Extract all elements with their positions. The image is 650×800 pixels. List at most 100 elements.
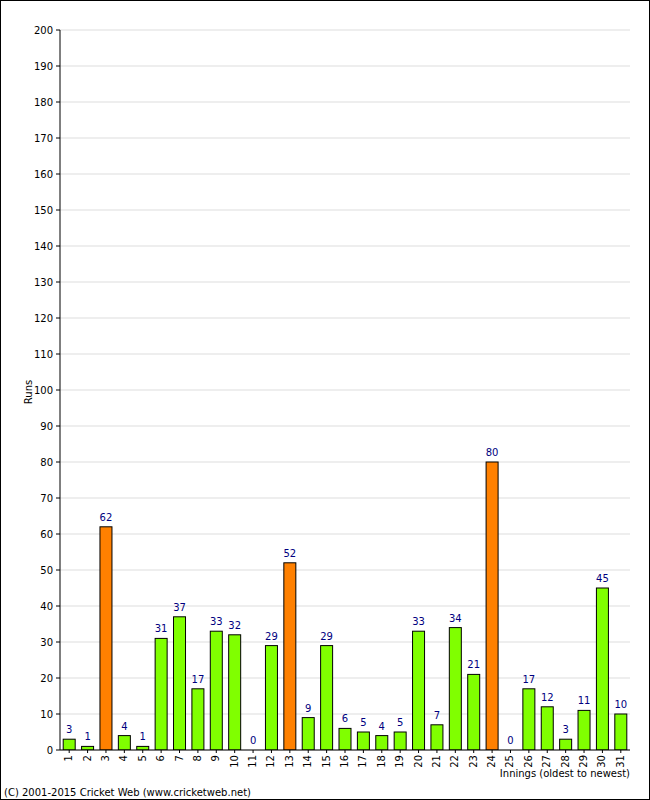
x-tick bbox=[69, 750, 70, 753]
y-tick-label: 160 bbox=[34, 169, 53, 180]
data-label: 1 bbox=[84, 731, 90, 742]
y-tick-label: 60 bbox=[40, 529, 53, 540]
bar bbox=[210, 631, 222, 750]
x-tick-label: 15 bbox=[321, 755, 332, 768]
x-tick bbox=[565, 750, 566, 753]
bar bbox=[229, 635, 241, 750]
x-tick bbox=[345, 750, 346, 753]
grid-line bbox=[60, 606, 630, 607]
grid-line bbox=[60, 534, 630, 535]
data-label: 3 bbox=[562, 724, 568, 735]
data-label: 6 bbox=[342, 713, 348, 724]
data-label: 31 bbox=[155, 623, 168, 634]
x-tick bbox=[142, 750, 143, 753]
y-tick bbox=[56, 498, 60, 499]
x-tick bbox=[124, 750, 125, 753]
y-tick-label: 110 bbox=[34, 349, 53, 360]
y-tick-label: 120 bbox=[34, 313, 53, 324]
grid-line bbox=[60, 66, 630, 67]
x-tick-label: 2 bbox=[82, 755, 93, 761]
y-tick bbox=[56, 174, 60, 175]
y-tick bbox=[56, 534, 60, 535]
x-tick-label: 10 bbox=[229, 755, 240, 768]
x-tick-label: 14 bbox=[302, 755, 313, 768]
x-tick bbox=[216, 750, 217, 753]
y-tick bbox=[56, 138, 60, 139]
y-tick-label: 150 bbox=[34, 205, 53, 216]
data-label: 45 bbox=[596, 573, 609, 584]
data-label: 29 bbox=[265, 631, 278, 642]
grid-line bbox=[60, 426, 630, 427]
data-label: 9 bbox=[305, 703, 311, 714]
x-tick bbox=[234, 750, 235, 753]
grid-line bbox=[60, 318, 630, 319]
x-tick bbox=[436, 750, 437, 753]
bar bbox=[413, 631, 425, 750]
data-label: 33 bbox=[412, 616, 425, 627]
y-tick-label: 50 bbox=[40, 565, 53, 576]
bar bbox=[339, 728, 351, 750]
data-label: 5 bbox=[397, 717, 403, 728]
x-tick-label: 30 bbox=[596, 755, 607, 768]
y-axis bbox=[60, 30, 61, 750]
x-tick bbox=[308, 750, 309, 753]
y-tick-label: 200 bbox=[34, 25, 53, 36]
x-tick-label: 31 bbox=[615, 755, 626, 768]
x-tick-label: 11 bbox=[247, 755, 258, 768]
bar bbox=[302, 718, 314, 750]
bar bbox=[284, 563, 296, 750]
y-tick bbox=[56, 282, 60, 283]
y-tick-label: 0 bbox=[47, 745, 53, 756]
x-tick bbox=[510, 750, 511, 753]
bar bbox=[82, 746, 94, 750]
x-tick-label: 6 bbox=[155, 755, 166, 761]
x-tick-label: 26 bbox=[523, 755, 534, 768]
y-tick bbox=[56, 354, 60, 355]
y-tick-label: 170 bbox=[34, 133, 53, 144]
y-tick-label: 10 bbox=[40, 709, 53, 720]
bar bbox=[596, 588, 608, 750]
grid-line bbox=[60, 642, 630, 643]
x-tick bbox=[105, 750, 106, 753]
x-tick-label: 24 bbox=[486, 755, 497, 768]
x-tick-label: 20 bbox=[413, 755, 424, 768]
x-tick-label: 29 bbox=[578, 755, 589, 768]
y-tick bbox=[56, 606, 60, 607]
x-tick-label: 22 bbox=[449, 755, 460, 768]
y-tick bbox=[56, 426, 60, 427]
x-tick bbox=[271, 750, 272, 753]
grid-line bbox=[60, 102, 630, 103]
x-tick bbox=[547, 750, 548, 753]
y-tick-label: 30 bbox=[40, 637, 53, 648]
y-tick-label: 180 bbox=[34, 97, 53, 108]
y-tick bbox=[56, 66, 60, 67]
x-tick-label: 3 bbox=[100, 755, 111, 761]
x-tick bbox=[87, 750, 88, 753]
bar bbox=[394, 732, 406, 750]
x-tick-label: 12 bbox=[265, 755, 276, 768]
y-tick bbox=[56, 678, 60, 679]
grid-line bbox=[60, 30, 630, 31]
x-tick bbox=[179, 750, 180, 753]
x-tick-label: 18 bbox=[376, 755, 387, 768]
x-tick-label: 8 bbox=[192, 755, 203, 761]
bar bbox=[174, 617, 186, 750]
grid-line bbox=[60, 174, 630, 175]
frame bbox=[1, 1, 650, 800]
data-label: 3 bbox=[66, 724, 72, 735]
x-tick-label: 21 bbox=[431, 755, 442, 768]
bar bbox=[357, 732, 369, 750]
data-label: 4 bbox=[379, 721, 385, 732]
y-axis-label: Runs bbox=[23, 380, 34, 404]
y-tick bbox=[56, 570, 60, 571]
bar bbox=[468, 674, 480, 750]
bar bbox=[541, 707, 553, 750]
y-tick-label: 20 bbox=[40, 673, 53, 684]
y-tick bbox=[56, 102, 60, 103]
x-tick bbox=[363, 750, 364, 753]
bar bbox=[376, 736, 388, 750]
y-tick-label: 190 bbox=[34, 61, 53, 72]
bar bbox=[265, 646, 277, 750]
x-tick-label: 19 bbox=[394, 755, 405, 768]
data-label: 80 bbox=[486, 447, 499, 458]
